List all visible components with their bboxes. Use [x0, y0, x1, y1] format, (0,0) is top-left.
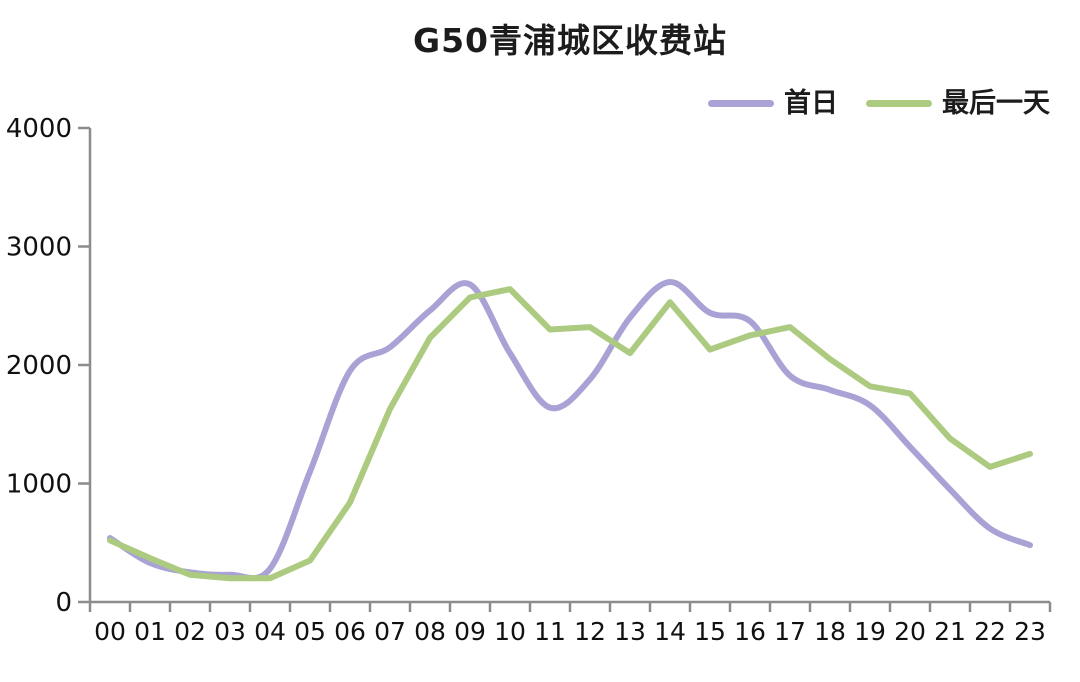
x-tick-label: 16: [734, 617, 766, 646]
x-tick-label: 03: [214, 617, 246, 646]
legend-label-last-day: 最后一天: [942, 88, 1050, 119]
x-tick-label: 14: [654, 617, 686, 646]
y-tick-label: 4000: [6, 114, 72, 144]
x-tick-label: 18: [814, 617, 846, 646]
x-tick-label: 07: [374, 617, 406, 646]
series-line-first-day: [107, 279, 1033, 582]
x-tick-label: 20: [894, 617, 926, 646]
x-tick-label: 06: [334, 617, 366, 646]
x-tick-label: 01: [134, 617, 166, 646]
x-tick-label: 02: [174, 617, 206, 646]
y-tick-label: 3000: [6, 233, 72, 263]
x-tick-label: 10: [494, 617, 526, 646]
x-tick-label: 04: [254, 617, 286, 646]
legend-label-first-day: 首日: [784, 88, 838, 119]
y-tick-label: 2000: [6, 351, 72, 381]
x-tick-label: 19: [854, 617, 886, 646]
series-line-last-day: [107, 286, 1033, 582]
legend-item-first-day: 首日: [708, 90, 838, 117]
y-tick-label: 1000: [6, 470, 72, 500]
x-tick-label: 08: [414, 617, 446, 646]
x-tick-label: 15: [694, 617, 726, 646]
x-tick-label: 12: [574, 617, 606, 646]
x-tick-label: 13: [614, 617, 646, 646]
x-tick-label: 23: [1014, 617, 1046, 646]
legend-line-swatch-first-day: [708, 100, 774, 107]
chart-title: G50青浦城区收费站: [412, 21, 727, 60]
legend-line-swatch-last-day: [866, 100, 932, 107]
y-tick-label: 0: [55, 588, 72, 618]
x-tick-label: 11: [534, 617, 566, 646]
x-tick-label: 05: [294, 617, 326, 646]
x-tick-label: 22: [974, 617, 1006, 646]
legend-item-last-day: 最后一天: [866, 90, 1050, 117]
x-tick-label: 00: [94, 617, 126, 646]
legend: 首日 最后一天: [708, 90, 1050, 117]
x-tick-label: 09: [454, 617, 486, 646]
x-tick-label: 21: [934, 617, 966, 646]
x-tick-label: 17: [774, 617, 806, 646]
